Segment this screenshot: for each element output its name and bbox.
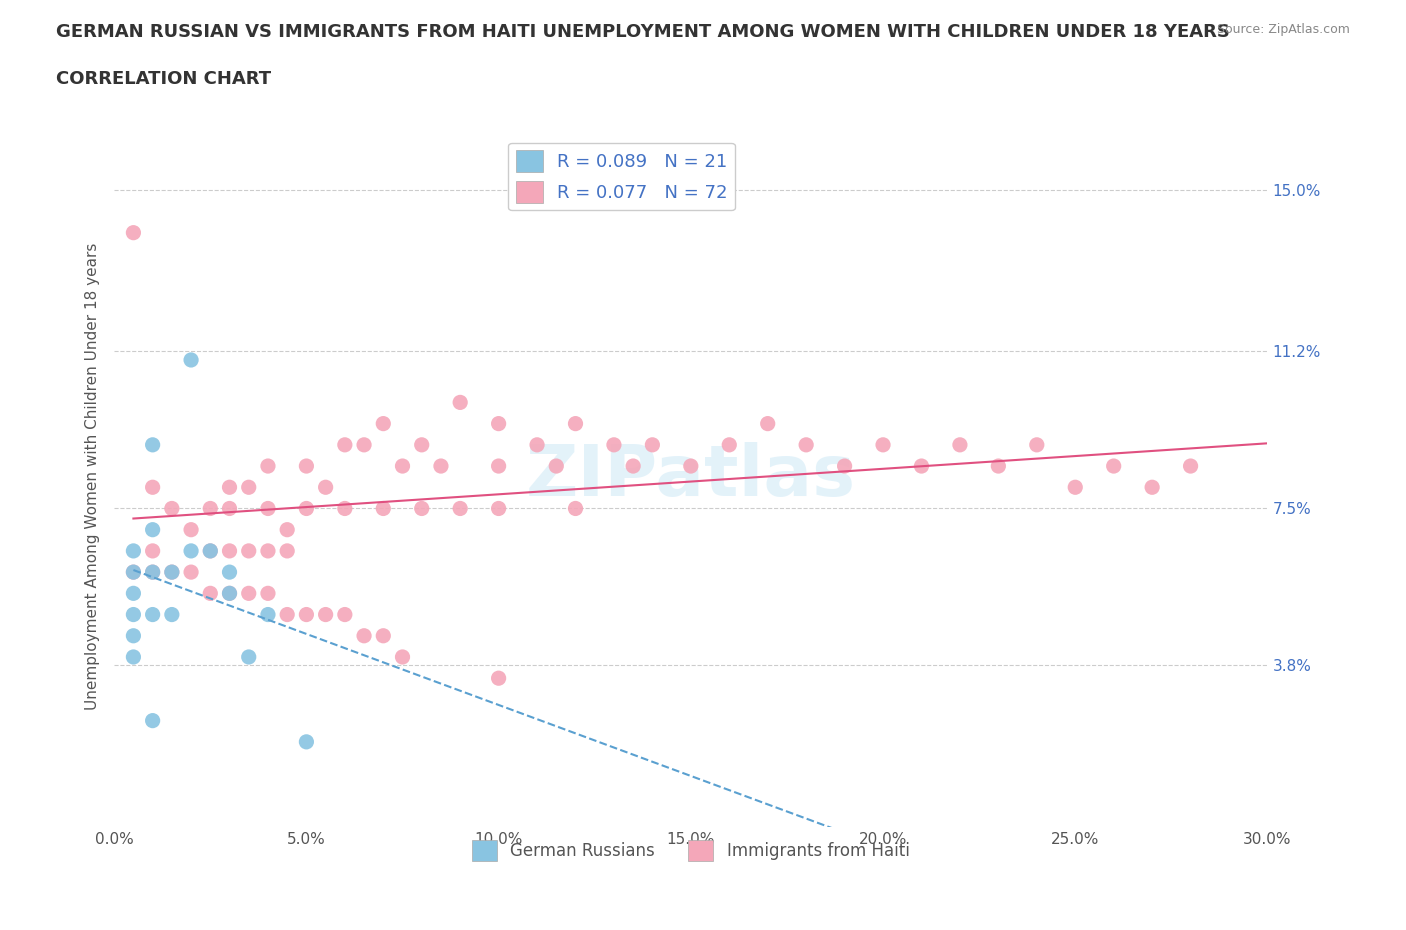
- Point: [122, 225, 145, 240]
- Point: [257, 458, 280, 473]
- Point: [621, 458, 644, 473]
- Point: [142, 607, 165, 622]
- Point: [142, 523, 165, 538]
- Point: [333, 607, 356, 622]
- Point: [564, 416, 586, 431]
- Point: [122, 629, 145, 644]
- Point: [160, 607, 183, 622]
- Point: [200, 586, 222, 601]
- Point: [449, 501, 471, 516]
- Point: [257, 607, 280, 622]
- Point: [276, 607, 298, 622]
- Point: [218, 480, 240, 495]
- Point: [142, 480, 165, 495]
- Point: [718, 437, 741, 452]
- Point: [238, 649, 260, 664]
- Point: [122, 586, 145, 601]
- Point: [218, 586, 240, 601]
- Point: [546, 458, 568, 473]
- Point: [1025, 437, 1047, 452]
- Point: [679, 458, 702, 473]
- Point: [122, 543, 145, 558]
- Point: [449, 395, 471, 410]
- Point: [122, 607, 145, 622]
- Point: [295, 735, 318, 750]
- Point: [257, 501, 280, 516]
- Point: [488, 416, 510, 431]
- Point: [218, 565, 240, 579]
- Point: [756, 416, 779, 431]
- Point: [333, 437, 356, 452]
- Point: [238, 543, 260, 558]
- Point: [200, 543, 222, 558]
- Point: [488, 501, 510, 516]
- Point: [949, 437, 972, 452]
- Text: CORRELATION CHART: CORRELATION CHART: [56, 70, 271, 87]
- Point: [411, 501, 433, 516]
- Point: [142, 565, 165, 579]
- Point: [1102, 458, 1125, 473]
- Point: [564, 501, 586, 516]
- Point: [333, 501, 356, 516]
- Point: [160, 501, 183, 516]
- Point: [160, 565, 183, 579]
- Y-axis label: Unemployment Among Women with Children Under 18 years: Unemployment Among Women with Children U…: [86, 243, 100, 711]
- Point: [641, 437, 664, 452]
- Point: [1180, 458, 1202, 473]
- Point: [295, 458, 318, 473]
- Point: [180, 543, 202, 558]
- Point: [1140, 480, 1163, 495]
- Point: [834, 458, 856, 473]
- Point: [987, 458, 1010, 473]
- Point: [353, 629, 375, 644]
- Point: [315, 607, 337, 622]
- Point: [200, 543, 222, 558]
- Point: [238, 480, 260, 495]
- Text: GERMAN RUSSIAN VS IMMIGRANTS FROM HAITI UNEMPLOYMENT AMONG WOMEN WITH CHILDREN U: GERMAN RUSSIAN VS IMMIGRANTS FROM HAITI …: [56, 23, 1230, 41]
- Point: [430, 458, 453, 473]
- Point: [488, 671, 510, 685]
- Point: [315, 480, 337, 495]
- Point: [373, 416, 395, 431]
- Point: [180, 352, 202, 367]
- Point: [142, 565, 165, 579]
- Point: [122, 565, 145, 579]
- Point: [180, 565, 202, 579]
- Legend: German Russians, Immigrants from Haiti: German Russians, Immigrants from Haiti: [465, 833, 917, 868]
- Point: [276, 523, 298, 538]
- Point: [218, 586, 240, 601]
- Point: [872, 437, 894, 452]
- Point: [257, 586, 280, 601]
- Point: [353, 437, 375, 452]
- Point: [218, 501, 240, 516]
- Point: [142, 713, 165, 728]
- Point: [373, 501, 395, 516]
- Point: [160, 565, 183, 579]
- Point: [1064, 480, 1087, 495]
- Text: ZIPatlas: ZIPatlas: [526, 442, 856, 512]
- Point: [526, 437, 548, 452]
- Point: [122, 649, 145, 664]
- Point: [257, 543, 280, 558]
- Point: [295, 607, 318, 622]
- Point: [200, 501, 222, 516]
- Point: [603, 437, 626, 452]
- Point: [373, 629, 395, 644]
- Point: [142, 543, 165, 558]
- Point: [295, 501, 318, 516]
- Point: [910, 458, 932, 473]
- Point: [180, 523, 202, 538]
- Point: [142, 437, 165, 452]
- Point: [794, 437, 817, 452]
- Point: [238, 586, 260, 601]
- Point: [411, 437, 433, 452]
- Point: [218, 543, 240, 558]
- Point: [122, 565, 145, 579]
- Point: [276, 543, 298, 558]
- Point: [391, 649, 413, 664]
- Point: [391, 458, 413, 473]
- Text: Source: ZipAtlas.com: Source: ZipAtlas.com: [1216, 23, 1350, 36]
- Point: [488, 458, 510, 473]
